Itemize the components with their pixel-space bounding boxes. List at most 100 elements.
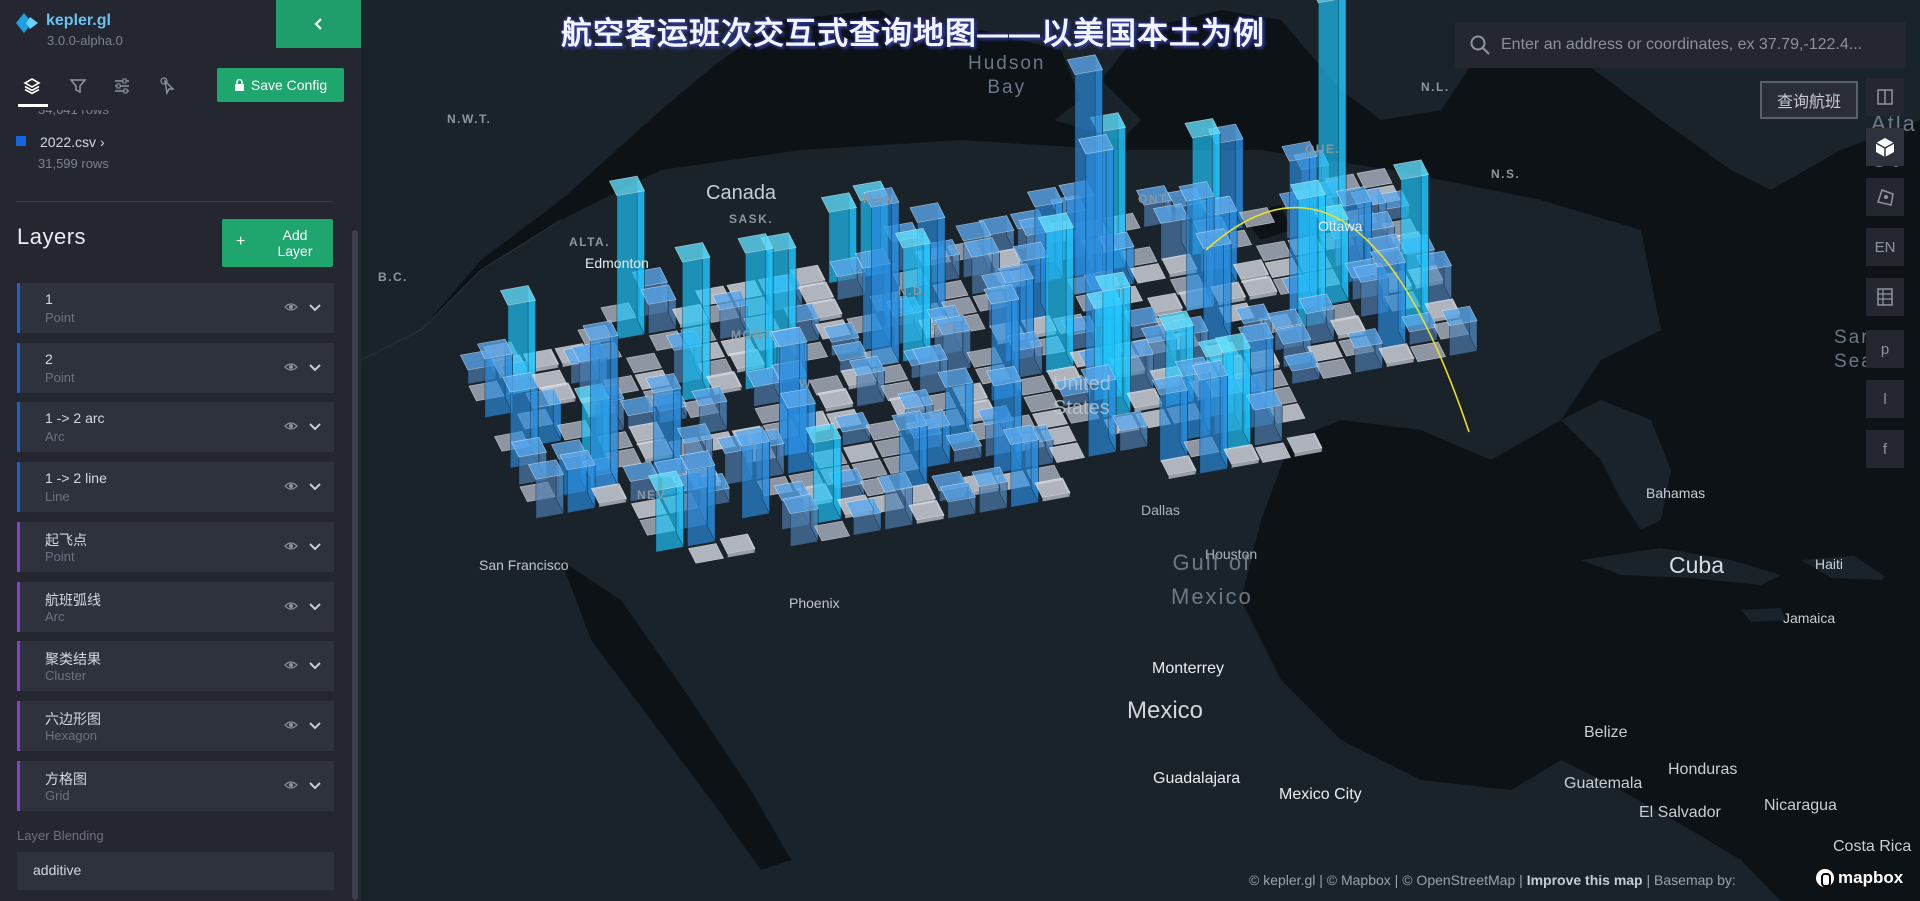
layer-color-bar bbox=[17, 342, 20, 393]
layer-type: Arc bbox=[45, 608, 65, 624]
dataset-item[interactable]: 2022.csv › 31,599 rows bbox=[16, 134, 336, 176]
tab-filters[interactable] bbox=[66, 74, 90, 98]
app-version: 3.0.0-alpha.0 bbox=[47, 33, 123, 48]
collapse-sidebar-button[interactable] bbox=[276, 0, 361, 48]
eye-icon[interactable] bbox=[284, 479, 298, 493]
query-flights-button[interactable]: 查询航班 bbox=[1760, 81, 1858, 119]
search-input[interactable] bbox=[1501, 32, 1896, 58]
control-f-button[interactable]: f bbox=[1866, 430, 1904, 468]
layer-item[interactable]: 聚类结果 Cluster bbox=[17, 641, 334, 692]
active-tab-indicator bbox=[18, 104, 48, 107]
chevron-down-icon[interactable] bbox=[307, 657, 323, 673]
layer-name: 航班弧线 bbox=[45, 591, 101, 608]
draw-polygon-button[interactable] bbox=[1866, 178, 1904, 216]
eye-icon[interactable] bbox=[284, 718, 298, 732]
eye-icon[interactable] bbox=[284, 599, 298, 613]
sliders-icon bbox=[115, 78, 129, 94]
layer-item[interactable]: 航班弧线 Arc bbox=[17, 581, 334, 632]
label-dallas: Dallas bbox=[1141, 502, 1180, 518]
layer-color-bar bbox=[17, 521, 20, 572]
control-p-button[interactable]: p bbox=[1866, 330, 1904, 368]
map-canvas[interactable]: 航空客运班次交互式查询地图——以美国本土为例 Hudson Bay N.W.T.… bbox=[361, 0, 1920, 901]
eye-icon[interactable] bbox=[284, 419, 298, 433]
label-mexico-city: Mexico City bbox=[1279, 786, 1362, 803]
layer-item[interactable]: 1 Point bbox=[17, 283, 334, 333]
label-nwt: N.W.T. bbox=[447, 112, 492, 126]
map-legend-button[interactable] bbox=[1866, 278, 1904, 316]
chevron-down-icon[interactable] bbox=[307, 359, 323, 375]
layer-color-bar bbox=[17, 641, 20, 692]
label-sask: SASK. bbox=[729, 212, 774, 226]
layer-type: Arc bbox=[45, 429, 65, 445]
tab-base-map[interactable] bbox=[156, 74, 180, 98]
label-united-states: United States bbox=[1053, 373, 1111, 419]
layer-blending-select[interactable]: additive bbox=[17, 852, 334, 890]
chevron-down-icon[interactable] bbox=[307, 598, 323, 614]
layer-item[interactable]: 起飞点 Point bbox=[17, 521, 334, 572]
attribution-mapbox[interactable]: © Mapbox bbox=[1326, 872, 1391, 888]
improve-map-link[interactable]: Improve this map bbox=[1526, 872, 1643, 888]
cube-icon bbox=[1875, 138, 1895, 157]
chevron-down-icon[interactable] bbox=[307, 777, 323, 793]
label-nd: N.D. bbox=[898, 284, 928, 298]
layer-item[interactable]: 方格图 Grid bbox=[17, 760, 334, 811]
label-canada: Canada bbox=[706, 182, 777, 204]
tab-interactions[interactable] bbox=[110, 74, 134, 98]
3d-view-button[interactable] bbox=[1866, 128, 1904, 166]
label-edmonton: Edmonton bbox=[585, 255, 649, 271]
layer-type: Grid bbox=[45, 787, 70, 803]
label-costa-rica: Costa Rica bbox=[1833, 838, 1912, 855]
side-panel: kepler.gl 3.0.0-alpha.0 Save Config 34,6… bbox=[0, 0, 361, 901]
mapbox-brand: mapbox bbox=[1838, 868, 1904, 887]
layer-item[interactable]: 1 -> 2 arc Arc bbox=[17, 402, 334, 453]
add-layer-button[interactable]: + Add Layer bbox=[222, 219, 333, 267]
sidebar-scrollbar[interactable] bbox=[352, 230, 358, 900]
control-l-button[interactable]: l bbox=[1866, 380, 1904, 418]
eye-icon[interactable] bbox=[284, 300, 298, 314]
filter-icon bbox=[69, 79, 87, 94]
eye-icon[interactable] bbox=[284, 539, 298, 553]
chevron-down-icon[interactable] bbox=[307, 717, 323, 733]
dataset-row-count: 31,599 rows bbox=[38, 156, 109, 171]
attribution-kepler[interactable]: © kepler.gl bbox=[1249, 872, 1316, 888]
layer-name: 1 -> 2 arc bbox=[45, 410, 105, 427]
mapbox-logo[interactable]: mapbox bbox=[1816, 868, 1903, 888]
layer-item[interactable]: 六边形图 Hexagon bbox=[17, 700, 334, 751]
split-map-button[interactable] bbox=[1866, 78, 1904, 116]
label-hudson-bay: Hudson Bay bbox=[968, 53, 1046, 98]
label-gulf-of-mexico: Gulf of Mexico bbox=[1171, 550, 1253, 609]
layer-type: Line bbox=[45, 489, 70, 505]
search-icon bbox=[1470, 35, 1490, 55]
tab-layers[interactable] bbox=[20, 74, 44, 98]
label-belize: Belize bbox=[1584, 724, 1628, 741]
cursor-icon bbox=[160, 77, 175, 95]
layer-item[interactable]: 2 Point bbox=[17, 342, 334, 393]
eye-icon[interactable] bbox=[284, 658, 298, 672]
kepler-logo-icon bbox=[16, 13, 38, 33]
label-nicaragua: Nicaragua bbox=[1764, 797, 1837, 814]
dataset-name: 2022.csv › bbox=[40, 134, 105, 150]
save-config-button[interactable]: Save Config bbox=[217, 68, 344, 102]
legend-icon bbox=[1877, 288, 1893, 306]
eye-icon[interactable] bbox=[284, 778, 298, 792]
layer-color-bar bbox=[17, 760, 20, 811]
layer-name: 聚类结果 bbox=[45, 651, 101, 668]
chevron-down-icon[interactable] bbox=[307, 418, 323, 434]
label-wyo: WYO. bbox=[799, 377, 837, 391]
layer-color-bar bbox=[17, 283, 20, 333]
layer-item[interactable]: 1 -> 2 line Line bbox=[17, 462, 334, 513]
layer-color-bar bbox=[17, 700, 20, 751]
label-nev: NEV. bbox=[637, 488, 670, 502]
label-honduras: Honduras bbox=[1668, 761, 1738, 778]
chevron-down-icon[interactable] bbox=[307, 478, 323, 494]
chevron-down-icon[interactable] bbox=[307, 538, 323, 554]
locale-button[interactable]: EN bbox=[1866, 228, 1904, 266]
label-bahamas: Bahamas bbox=[1646, 485, 1706, 501]
label-que: QUE. bbox=[1305, 142, 1341, 156]
chevron-down-icon[interactable] bbox=[307, 299, 323, 315]
eye-icon[interactable] bbox=[284, 360, 298, 374]
layer-color-bar bbox=[17, 462, 20, 513]
attribution-osm[interactable]: © OpenStreetMap bbox=[1402, 872, 1516, 888]
label-el-salvador: El Salvador bbox=[1639, 804, 1721, 821]
layers-title: Layers bbox=[17, 224, 87, 249]
